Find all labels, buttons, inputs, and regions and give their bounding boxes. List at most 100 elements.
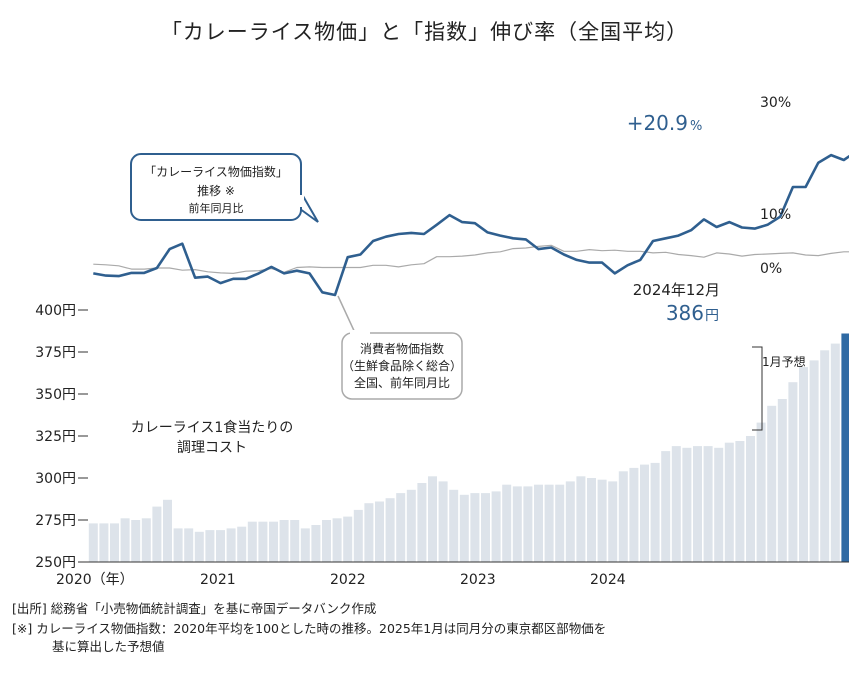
cost-bar: [597, 479, 607, 562]
cost-bars: [88, 333, 849, 562]
cost-bar: [799, 367, 808, 562]
cost-bar: [544, 484, 554, 562]
cost-bar: [746, 436, 755, 562]
cpi-callout-line1: 消費者物価指数: [360, 341, 444, 356]
cost-bar: [661, 451, 671, 562]
cpi-callout: 消費者物価指数 （生鮮食品除く総合） 全国、前年同月比: [337, 295, 463, 400]
cost-bar: [396, 493, 406, 562]
x-tick-label: 2020（年）: [56, 572, 134, 588]
latest-cost-value: 386: [666, 301, 704, 325]
cost-bar: [523, 486, 533, 562]
cost-bar: [120, 518, 130, 562]
cost-bar: [459, 494, 469, 562]
cost-bar: [247, 521, 257, 562]
cost-bar: [470, 493, 480, 562]
cost-bar: [417, 483, 427, 562]
cost-bar: [809, 360, 819, 562]
cost-bar: [258, 521, 268, 562]
rate-tick-label: 30%: [760, 95, 791, 111]
cost-bar: [767, 405, 777, 562]
cpi-callout-line3: 全国、前年同月比: [354, 375, 450, 390]
curry-callout-line2: 推移 ※: [197, 184, 235, 198]
cost-bar: [449, 489, 459, 562]
cost-bar: [364, 503, 374, 562]
cost-label-line2: 調理コスト: [177, 440, 247, 456]
cost-bar: [311, 525, 321, 562]
cost-bar: [841, 333, 849, 562]
cost-bar: [205, 530, 215, 562]
peak-rate-unit: %: [690, 119, 702, 134]
cost-bar: [608, 481, 618, 562]
curry-callout-line1: 「カレーライス物価指数」: [144, 164, 288, 179]
cost-bar: [173, 528, 183, 562]
cost-bar: [216, 530, 225, 562]
cost-label-line1: カレーライス1食当たりの: [131, 419, 294, 436]
cost-tick-label: 275円: [35, 513, 76, 529]
cost-bar: [671, 446, 681, 562]
footnote-note-line2: 基に算出した予想値: [52, 639, 165, 654]
cost-bar: [777, 399, 787, 562]
cpi-line: [93, 244, 849, 274]
cost-bar: [565, 481, 575, 562]
cost-bar: [438, 481, 448, 562]
curry-polyline: [93, 153, 849, 297]
footnote-source: [出所] 総務省「小売物価統計調査」を基に帝国データバンク作成: [12, 601, 377, 616]
forecast-label: 1月予想: [762, 354, 806, 369]
cost-bar: [555, 484, 565, 562]
cost-bar: [194, 531, 204, 562]
cost-bar: [629, 467, 639, 562]
rate-tick-label: 0%: [760, 261, 782, 277]
x-tick-label: 2022: [330, 572, 366, 588]
cost-bar: [110, 523, 119, 562]
curry-callout-line3: 前年同月比: [189, 201, 244, 215]
footnote-note-line1: [※] カレーライス物価指数：2020年平均を100とした時の推移。2025年1…: [12, 621, 607, 636]
cost-bar: [587, 478, 596, 562]
cost-bar: [512, 486, 522, 562]
cost-bar: [640, 464, 649, 562]
cost-bar: [724, 442, 734, 562]
cost-tick-label: 325円: [35, 429, 76, 445]
cost-bar: [428, 476, 437, 562]
chart-title: 「カレーライス物価」と「指数」伸び率（全国平均）: [160, 20, 689, 44]
cost-bar: [735, 441, 745, 562]
cost-bar: [163, 499, 172, 562]
cost-bar: [714, 447, 724, 562]
cost-bar: [88, 523, 98, 562]
x-tick-label: 2021: [200, 572, 236, 588]
cost-bar: [491, 491, 501, 562]
cost-tick-label: 300円: [35, 471, 76, 487]
cost-bar: [290, 520, 300, 562]
cost-tick-label: 350円: [35, 387, 76, 403]
cpi-polyline: [93, 244, 849, 274]
x-tick-label: 2024: [590, 572, 626, 588]
cost-bar: [237, 526, 247, 562]
cost-bar: [788, 382, 798, 562]
cost-bar: [682, 447, 692, 562]
cost-tick-label: 375円: [35, 345, 76, 361]
cost-bar: [322, 520, 331, 562]
cost-bar: [300, 528, 310, 562]
cost-bar: [502, 484, 512, 562]
cost-bar: [375, 501, 384, 562]
rate-tick-label: 10%: [760, 207, 791, 223]
cost-bar: [269, 521, 278, 562]
cost-bar: [131, 520, 141, 562]
peak-rate-value: +20.9: [627, 111, 688, 135]
cost-bar: [481, 493, 490, 562]
x-tick-label: 2023: [460, 572, 496, 588]
cost-bar: [141, 518, 151, 562]
cost-tick-label: 400円: [35, 303, 76, 319]
axes: 250円 275円 300円 325円 350円 375円 400円 30% 10% 0% 2020…: [35, 95, 849, 588]
cost-bar: [385, 498, 395, 562]
cost-bar: [152, 506, 162, 562]
cost-tick-label: 250円: [35, 555, 76, 571]
cost-bar: [406, 489, 416, 562]
cost-bar: [226, 528, 236, 562]
cost-bar: [756, 422, 766, 562]
cost-bar: [99, 523, 109, 562]
chart: 250円 275円 300円 325円 350円 375円 400円 30% 10% 0% 2020…: [35, 95, 849, 588]
cost-bar: [830, 343, 840, 562]
cost-bar: [184, 528, 194, 562]
cost-bar: [332, 518, 342, 562]
cost-bar: [693, 446, 702, 562]
